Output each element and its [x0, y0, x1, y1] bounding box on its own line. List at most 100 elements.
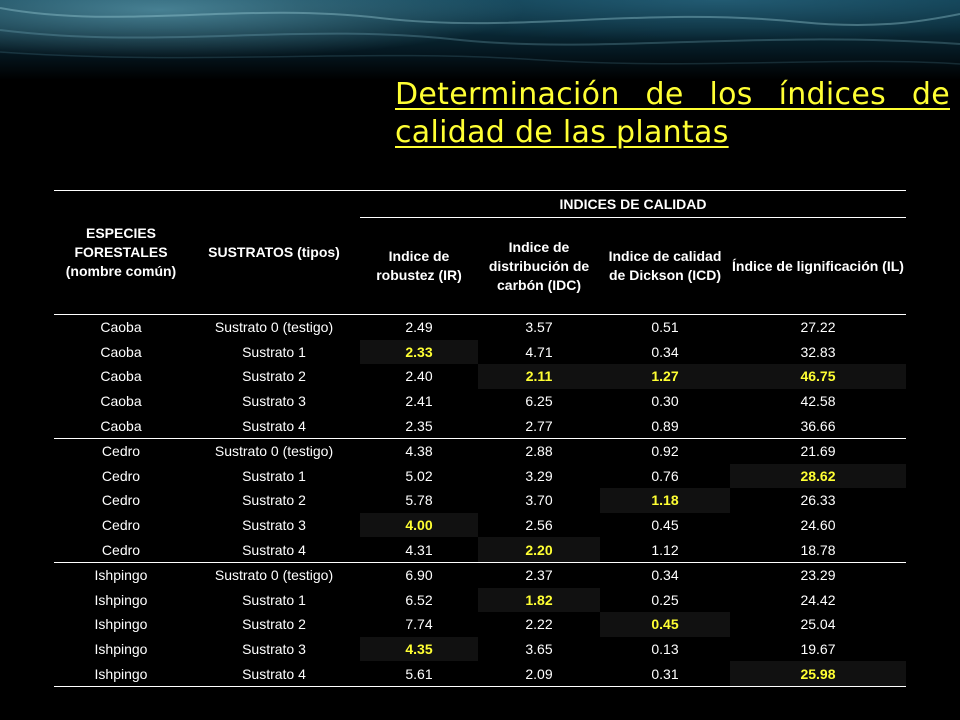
cell-ir: 2.35	[360, 413, 478, 439]
cell-species: Caoba	[54, 413, 188, 439]
table-row: Cedro Sustrato 0 (testigo) 4.38 2.88 0.9…	[54, 438, 906, 463]
cell-species: Ishpingo	[94, 641, 148, 658]
header-substrate: SUSTRATOS (tipos)	[188, 190, 360, 315]
table-row: Cedro Sustrato 1 5.02 3.29 0.76 28.62	[54, 463, 906, 489]
cell-substrate: Sustrato 2	[242, 616, 306, 633]
cell-icd: 0.51	[651, 319, 679, 336]
cell-icd: 0.92	[651, 443, 679, 460]
cell-species: Ishpingo	[94, 567, 148, 584]
cell-substrate: Sustrato 3	[242, 517, 306, 534]
cell-substrate: Sustrato 4	[188, 413, 360, 439]
cell-substrate: Sustrato 2	[242, 492, 306, 509]
cell-ir: 6.52	[405, 591, 433, 608]
cell-icd: 0.89	[600, 413, 730, 439]
cell-il: 26.33	[800, 492, 836, 509]
cell-il: 18.78	[730, 537, 906, 563]
cell-species: Cedro	[101, 467, 141, 484]
cell-substrate: Sustrato 4	[188, 661, 360, 687]
cell-idc: 2.56	[525, 517, 553, 534]
cell-species: Caoba	[100, 343, 142, 360]
cell-idc-highlighted: 1.82	[478, 587, 600, 613]
table-row: Cedro Sustrato 4 4.31 2.20 1.12 18.78	[54, 537, 906, 563]
cell-il-highlighted: 46.75	[730, 364, 906, 389]
cell-idc: 3.65	[525, 641, 553, 658]
cell-il: 21.69	[800, 443, 836, 460]
cell-icd-highlighted: 1.27	[600, 364, 730, 389]
header-idc: Indice de distribución de carbón (IDC)	[478, 217, 600, 315]
cell-idc: 3.57	[525, 319, 553, 336]
cell-substrate: Sustrato 3	[242, 393, 306, 410]
cell-species: Cedro	[101, 517, 141, 534]
cell-substrate: Sustrato 4	[188, 537, 360, 563]
cell-ir: 4.38	[405, 443, 433, 460]
cell-ir: 2.41	[405, 393, 433, 410]
cell-substrate: Sustrato 1	[242, 343, 306, 360]
cell-idc: 2.88	[525, 443, 553, 460]
cell-ir: 4.31	[360, 537, 478, 563]
cell-il: 24.42	[800, 591, 836, 608]
cell-il-highlighted: 25.98	[730, 661, 906, 687]
table-row: Ishpingo Sustrato 1 6.52 1.82 0.25 24.42	[54, 587, 906, 613]
cell-il: 27.22	[800, 319, 836, 336]
cell-ir-highlighted: 4.00	[360, 512, 478, 538]
cell-species: Cedro	[101, 492, 141, 509]
cell-il: 36.66	[730, 413, 906, 439]
table-row: Ishpingo Sustrato 2 7.74 2.22 0.45 25.04	[54, 612, 906, 637]
cell-ir: 5.61	[360, 661, 478, 687]
table-row: Cedro Sustrato 2 5.78 3.70 1.18 26.33	[54, 488, 906, 513]
table-row: Ishpingo Sustrato 0 (testigo) 6.90 2.37 …	[54, 562, 906, 587]
cell-idc: 2.37	[525, 567, 553, 584]
cell-il: 23.29	[800, 567, 836, 584]
cell-idc: 2.09	[478, 661, 600, 687]
decorative-wave	[0, 7, 960, 65]
cell-ir: 2.49	[405, 319, 433, 336]
cell-idc: 2.22	[525, 616, 553, 633]
cell-il-highlighted: 28.62	[730, 463, 906, 489]
cell-substrate: Sustrato 0 (testigo)	[214, 443, 334, 460]
cell-icd: 0.13	[651, 641, 679, 658]
cell-species: Caoba	[100, 319, 142, 336]
header-quality-indices: INDICES DE CALIDAD	[360, 190, 906, 218]
cell-substrate: Sustrato 1	[242, 591, 306, 608]
cell-substrate: Sustrato 0 (testigo)	[214, 567, 334, 584]
cell-idc: 2.77	[478, 413, 600, 439]
cell-idc: 4.71	[525, 343, 553, 360]
quality-index-table: ESPECIES FORESTALES (nombre común) SUSTR…	[54, 190, 906, 687]
cell-icd: 0.76	[651, 467, 679, 484]
cell-icd: 0.25	[651, 591, 679, 608]
table-row: Cedro Sustrato 3 4.00 2.56 0.45 24.60	[54, 512, 906, 538]
table-row: Caoba Sustrato 1 2.33 4.71 0.34 32.83	[54, 339, 906, 365]
cell-ir: 5.02	[405, 467, 433, 484]
cell-icd: 1.12	[600, 537, 730, 563]
cell-idc: 3.29	[525, 467, 553, 484]
cell-icd: 0.34	[651, 343, 679, 360]
cell-il: 42.58	[800, 393, 836, 410]
cell-ir-highlighted: 2.33	[360, 339, 478, 365]
cell-idc: 3.70	[525, 492, 553, 509]
table-row: Caoba Sustrato 2 2.40 2.11 1.27 46.75	[54, 364, 906, 389]
header-il: Índice de lignificación (IL)	[730, 217, 906, 315]
cell-idc: 6.25	[525, 393, 553, 410]
cell-il: 24.60	[800, 517, 836, 534]
cell-ir: 6.90	[405, 567, 433, 584]
cell-icd: 0.30	[651, 393, 679, 410]
cell-species: Ishpingo	[94, 591, 148, 608]
cell-il: 25.04	[800, 616, 836, 633]
table-row: Caoba Sustrato 4 2.35 2.77 0.89 36.66	[54, 413, 906, 439]
cell-icd: 0.45	[651, 517, 679, 534]
cell-il: 32.83	[800, 343, 836, 360]
cell-icd-highlighted: 1.18	[600, 488, 730, 513]
cell-species: Ishpingo	[54, 661, 188, 687]
cell-ir: 7.74	[405, 616, 433, 633]
cell-species: Cedro	[101, 443, 141, 460]
cell-idc-highlighted: 2.20	[478, 537, 600, 563]
table-row: Caoba Sustrato 0 (testigo) 2.49 3.57 0.5…	[54, 315, 906, 340]
header-species: ESPECIES FORESTALES (nombre común)	[54, 190, 188, 315]
cell-substrate: Sustrato 0 (testigo)	[214, 319, 334, 336]
cell-idc-highlighted: 2.11	[478, 364, 600, 389]
cell-substrate: Sustrato 3	[242, 641, 306, 658]
cell-substrate: Sustrato 1	[242, 467, 306, 484]
cell-il: 19.67	[800, 641, 836, 658]
table-row: Ishpingo Sustrato 3 4.35 3.65 0.13 19.67	[54, 636, 906, 662]
cell-icd-highlighted: 0.45	[600, 612, 730, 637]
